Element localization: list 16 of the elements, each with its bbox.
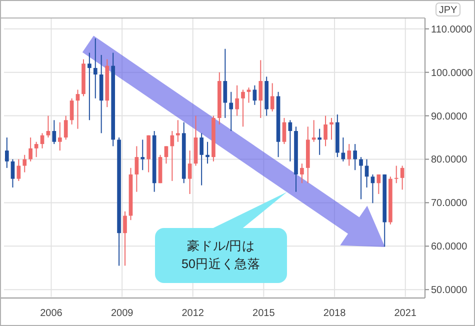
annotation: 豪ドル/円は 50円近く急落 (182, 239, 260, 271)
ylabel: JPY (436, 2, 460, 16)
x-tick-label: 2018 (323, 308, 346, 319)
y-tick-label: 50.0000 (431, 285, 468, 296)
y-tick-label: 70.0000 (431, 198, 468, 210)
y-tick-label: 80.0000 (431, 154, 468, 166)
x-tick-label: 2009 (110, 308, 134, 319)
y-axis-title: JPY (438, 5, 458, 16)
x-tick-label: 2006 (40, 308, 63, 319)
x-tick-label: 2021 (394, 308, 417, 319)
x-tick-label: 2015 (252, 308, 276, 319)
y-tick-label: 110.0000 (431, 24, 472, 36)
x-tick-label: 2012 (182, 308, 204, 319)
y-tick-label: 100.0000 (431, 68, 474, 79)
y-tick-label: 60.0000 (431, 242, 468, 253)
y-tick-label: 90.0000 (431, 111, 468, 122)
